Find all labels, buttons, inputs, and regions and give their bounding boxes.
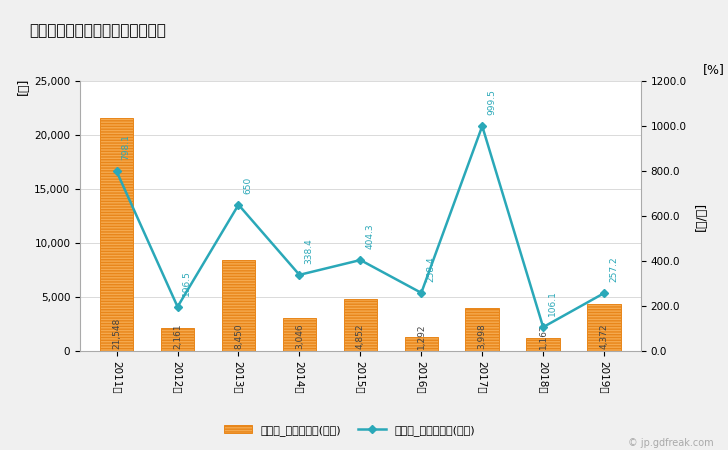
Y-axis label: [㎡]: [㎡] <box>17 78 30 95</box>
Bar <box>344 299 377 351</box>
Text: 4,372: 4,372 <box>600 324 609 349</box>
Text: [%]: [%] <box>703 63 724 76</box>
Text: 999.5: 999.5 <box>487 89 496 115</box>
Text: 257.2: 257.2 <box>609 256 618 282</box>
Text: 404.3: 404.3 <box>365 223 374 249</box>
Text: 258.4: 258.4 <box>426 256 435 282</box>
Text: 3,998: 3,998 <box>478 324 487 349</box>
Bar <box>405 337 438 351</box>
Text: 非木造建築物の床面積合計の推移: 非木造建築物の床面積合計の推移 <box>30 22 167 38</box>
Text: 2,161: 2,161 <box>173 324 182 349</box>
Text: 3,046: 3,046 <box>295 324 304 349</box>
Text: 338.4: 338.4 <box>304 238 313 264</box>
Bar <box>587 304 621 351</box>
Text: 196.5: 196.5 <box>183 270 191 296</box>
Bar <box>222 260 256 351</box>
Bar <box>282 318 316 351</box>
Text: 1,167: 1,167 <box>539 324 547 349</box>
Text: 8,450: 8,450 <box>234 324 243 349</box>
Bar <box>465 308 499 351</box>
Text: 106.1: 106.1 <box>548 290 557 316</box>
Text: 1,292: 1,292 <box>417 324 426 349</box>
Text: 798.1: 798.1 <box>122 134 130 160</box>
Y-axis label: [㎡/棟]: [㎡/棟] <box>695 202 708 230</box>
Bar <box>526 338 560 351</box>
Text: © jp.gdfreak.com: © jp.gdfreak.com <box>628 438 713 448</box>
Bar <box>100 118 133 351</box>
Bar <box>161 328 194 351</box>
Text: 4,852: 4,852 <box>356 324 365 349</box>
Text: 21,548: 21,548 <box>112 318 121 349</box>
Text: 650: 650 <box>243 176 253 194</box>
Legend: 非木造_床面積合計(左軸), 非木造_平均床面積(右軸): 非木造_床面積合計(左軸), 非木造_平均床面積(右軸) <box>219 420 480 440</box>
